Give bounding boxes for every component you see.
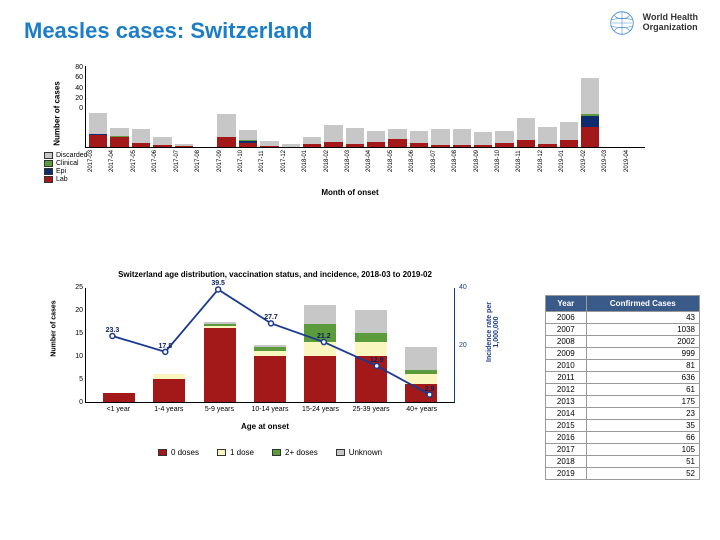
- x-labels: 2017-032017-042017-052017-062017-072017-…: [85, 150, 645, 182]
- table-row: 201081: [546, 360, 700, 372]
- bar-column: [175, 144, 193, 147]
- table-row: 201261: [546, 384, 700, 396]
- line-point-label: 2.9: [425, 386, 435, 393]
- line-point-label: 23.3: [106, 327, 120, 334]
- x-labels: <1 year1-4 years5-9 years10-14 years15-2…: [85, 406, 455, 413]
- table-row: 2017105: [546, 444, 700, 456]
- bar-column: [538, 127, 556, 147]
- legend: DiscardedClinicalEpiLab: [44, 152, 88, 184]
- table-row: 201423: [546, 408, 700, 420]
- bar-column: [495, 131, 513, 147]
- line-point-label: 12.9: [370, 357, 384, 364]
- onset-month-chart: Number of cases 806040200 2017-032017-04…: [55, 64, 645, 189]
- table-row: 20071038: [546, 324, 700, 336]
- line-point-label: 27.7: [264, 314, 278, 321]
- age-distribution-chart: Switzerland age distribution, vaccinatio…: [55, 270, 495, 470]
- incidence-line: [86, 288, 454, 402]
- who-logo: World HealthOrganization: [607, 8, 698, 38]
- x-axis-label: Age at onset: [55, 422, 475, 431]
- bar-column: [517, 118, 535, 147]
- x-axis-label: Month of onset: [55, 188, 645, 197]
- y-axis-label: Number of cases: [53, 79, 62, 149]
- table-row: 201666: [546, 432, 700, 444]
- line-point-label: 17.8: [158, 343, 172, 350]
- confirmed-cases-table: YearConfirmed Cases 20064320071038200820…: [545, 295, 700, 480]
- table-header: Year: [546, 296, 587, 312]
- bar-column: [581, 78, 599, 147]
- y-axis-left-label: Number of cases: [51, 294, 58, 364]
- line-point-label: 39.5: [211, 280, 225, 287]
- table-row: 201952: [546, 468, 700, 480]
- table-row: 201851: [546, 456, 700, 468]
- y-ticks: 806040200: [69, 64, 83, 115]
- table-row: 2009999: [546, 348, 700, 360]
- bar-column: [239, 130, 257, 147]
- bar-column: [453, 129, 471, 147]
- chart-subtitle: Switzerland age distribution, vaccinatio…: [55, 270, 495, 279]
- bar-column: [153, 137, 171, 147]
- table-row: 20082002: [546, 336, 700, 348]
- y-ticks-right: 4020: [459, 284, 467, 399]
- y-ticks-left: 2520151050: [71, 284, 83, 422]
- bar-column: [560, 122, 578, 147]
- bar-column: [388, 129, 406, 147]
- table-row: 2013175: [546, 396, 700, 408]
- bar-column: [303, 137, 321, 147]
- bar-column: [410, 131, 428, 147]
- who-icon: [607, 8, 637, 38]
- bar-column: [89, 113, 107, 147]
- table-row: 2011636: [546, 372, 700, 384]
- legend: 0 doses1 dose2+ dosesUnknown: [55, 448, 485, 457]
- plot-area: 23.317.839.527.721.212.92.9: [85, 288, 455, 403]
- bar-column: [346, 128, 364, 147]
- bar-column: [110, 128, 128, 147]
- bar-column: [217, 114, 235, 147]
- y-axis-right-label: Incidence rate per 1,000,000: [486, 287, 500, 377]
- line-point-label: 21.2: [317, 333, 331, 340]
- bar-column: [431, 129, 449, 147]
- table-header: Confirmed Cases: [586, 296, 699, 312]
- bar-column: [474, 132, 492, 147]
- table-row: 200643: [546, 312, 700, 324]
- bar-column: [260, 141, 278, 147]
- plot-area: [85, 66, 645, 148]
- bar-column: [324, 125, 342, 147]
- bar-column: [132, 129, 150, 147]
- table-row: 201535: [546, 420, 700, 432]
- bar-column: [282, 144, 300, 147]
- bar-column: [367, 131, 385, 147]
